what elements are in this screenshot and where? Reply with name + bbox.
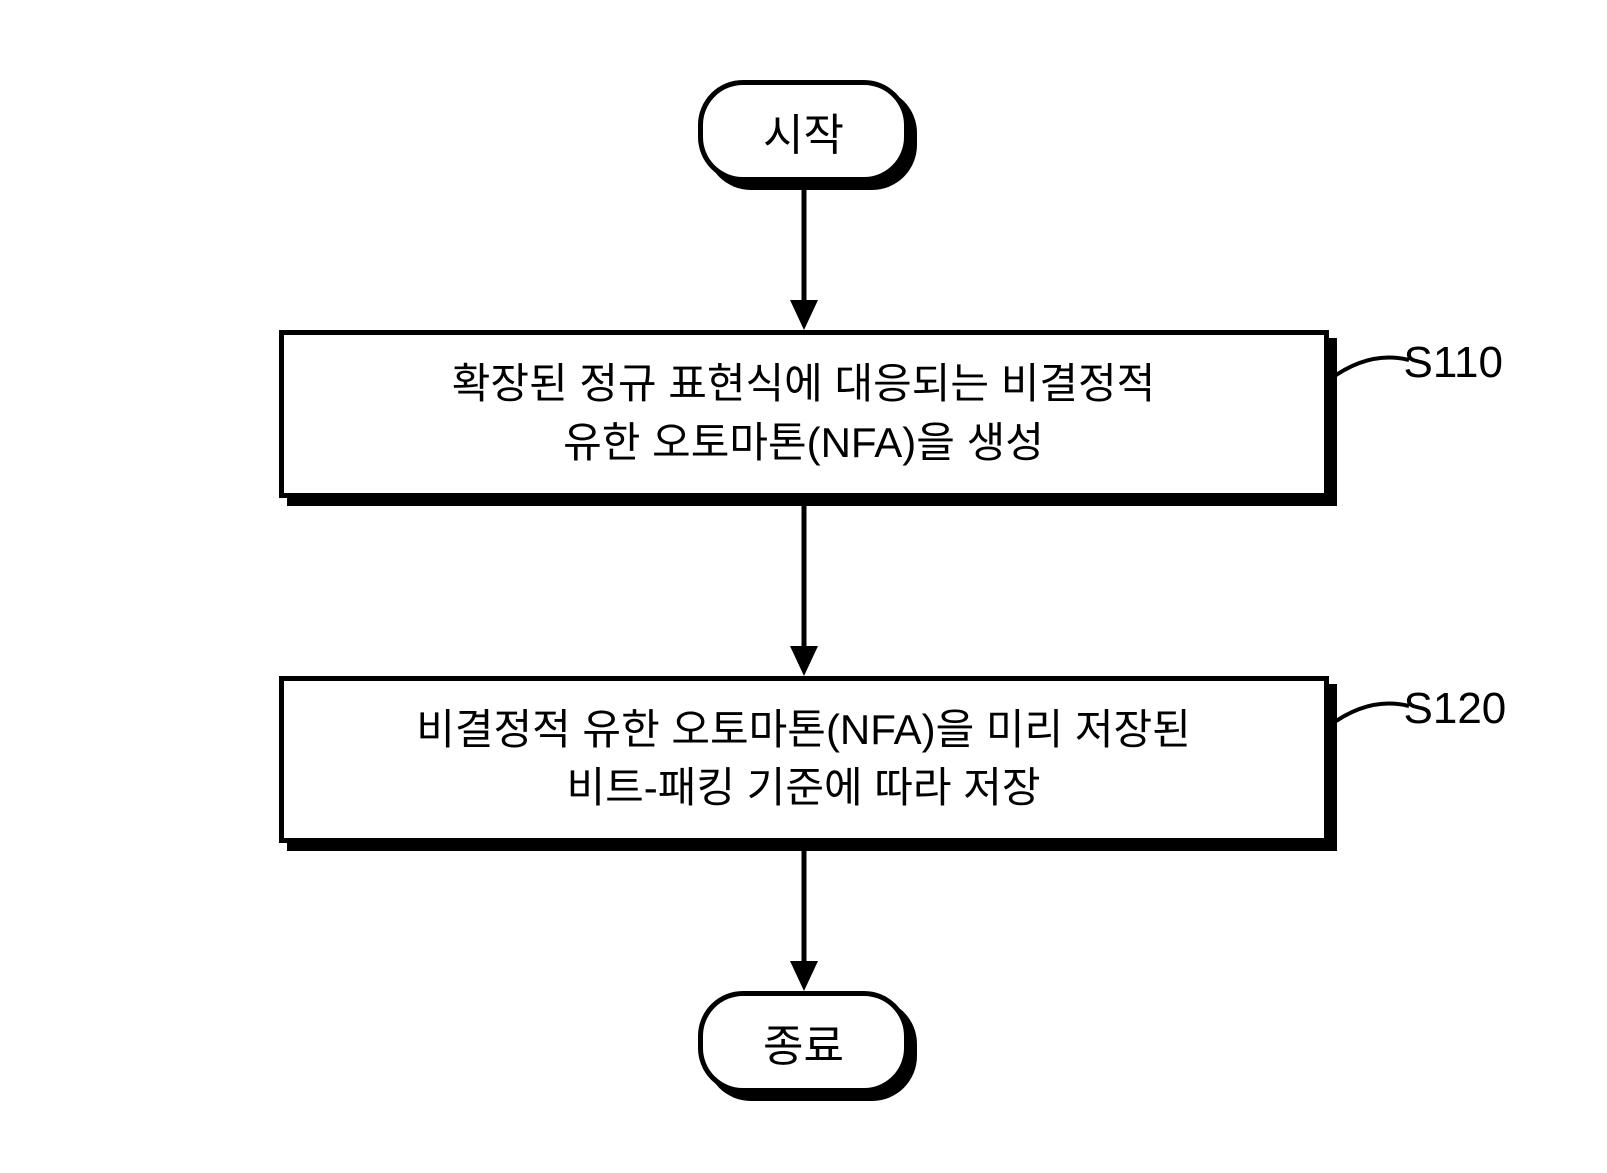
arrow-s120-to-end — [784, 851, 824, 991]
s110-process: 확장된 정규 표현식에 대응되는 비결정적 유한 오토마톤(NFA)을 생성 — [279, 330, 1329, 498]
arrow-s110-to-s120 — [784, 506, 824, 676]
end-label: 종료 — [763, 1022, 844, 1071]
s120-process: 비결정적 유한 오토마톤(NFA)을 미리 저장된 비트-패킹 기준에 따라 저… — [279, 676, 1329, 844]
s110-text-line1: 확장된 정규 표현식에 대응되는 비결정적 — [452, 360, 1156, 407]
s120-text-line2: 비트-패킹 기준에 따라 저장 — [566, 764, 1040, 811]
arrow-start-to-s110 — [784, 190, 824, 330]
flowchart-container: 시작 확장된 정규 표현식에 대응되는 비결정적 유한 오토마톤(NFA)을 생… — [154, 80, 1454, 1093]
s120-text-line1: 비결정적 유한 오토마톤(NFA)을 미리 저장된 — [416, 706, 1191, 753]
start-label: 시작 — [763, 111, 844, 160]
s110-text-line2: 유한 오토마톤(NFA)을 생성 — [563, 419, 1044, 466]
start-node: 시작 — [698, 80, 909, 182]
step-s110-row: 확장된 정규 표현식에 대응되는 비결정적 유한 오토마톤(NFA)을 생성 S… — [154, 330, 1454, 498]
start-terminal: 시작 — [698, 80, 909, 182]
step-s120-row: 비결정적 유한 오토마톤(NFA)을 미리 저장된 비트-패킹 기준에 따라 저… — [154, 676, 1454, 844]
s110-node: 확장된 정규 표현식에 대응되는 비결정적 유한 오토마톤(NFA)을 생성 — [279, 330, 1329, 498]
end-node: 종료 — [698, 991, 909, 1093]
s110-label: S110 — [1404, 338, 1504, 388]
s120-node: 비결정적 유한 오토마톤(NFA)을 미리 저장된 비트-패킹 기준에 따라 저… — [279, 676, 1329, 844]
s120-label: S120 — [1404, 684, 1507, 734]
end-terminal: 종료 — [698, 991, 909, 1093]
